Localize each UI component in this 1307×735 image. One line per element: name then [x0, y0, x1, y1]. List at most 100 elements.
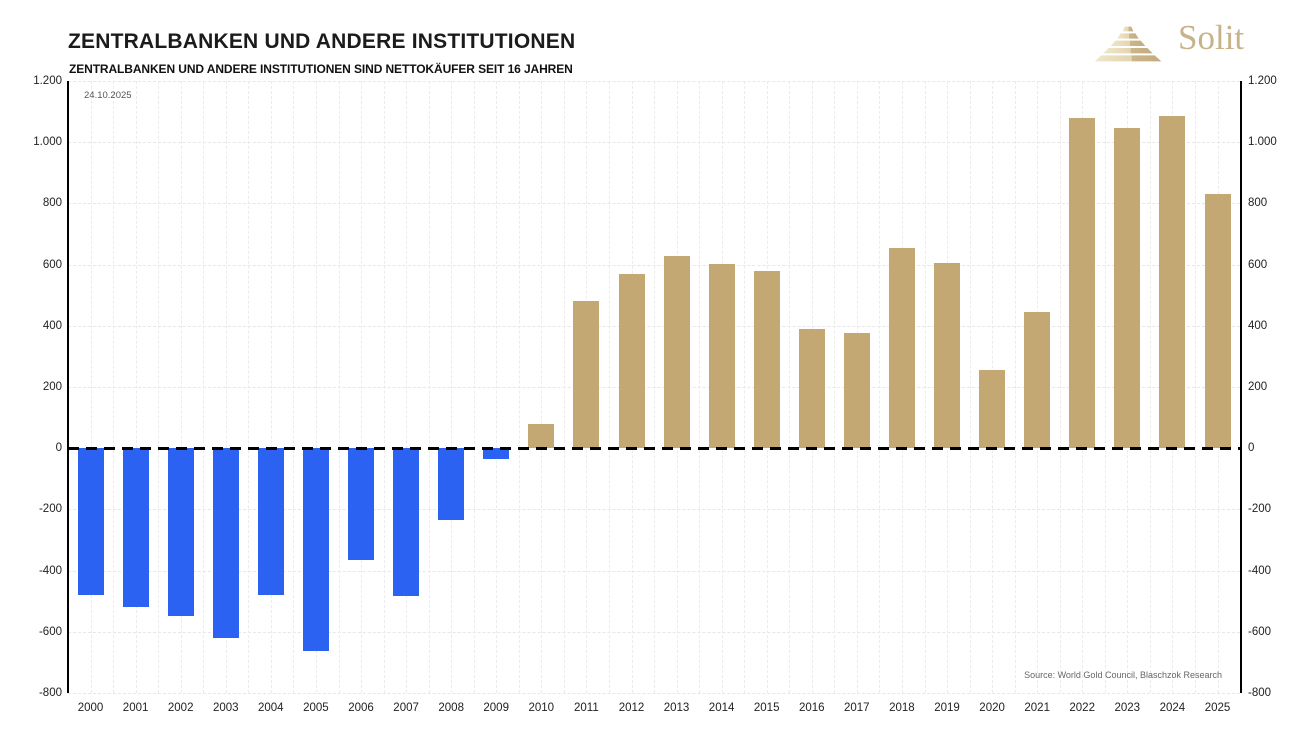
x-tick-label: 2023	[1114, 702, 1141, 714]
y-tick-label-left: 1.000	[33, 136, 62, 149]
v-gridline	[90, 81, 92, 693]
v-gridline	[608, 81, 610, 693]
logo-wordmark: Solit	[1178, 18, 1245, 57]
y-tick-label-left: 600	[42, 258, 62, 271]
x-tick-label: 2024	[1159, 702, 1186, 714]
v-gridline	[969, 81, 971, 693]
bar-2004	[257, 448, 284, 595]
x-tick-label: 2021	[1024, 702, 1050, 714]
bar-2011	[573, 301, 600, 449]
x-tick-label: 2006	[348, 702, 374, 714]
bar-2014	[708, 264, 735, 449]
x-tick-label: 2005	[303, 702, 329, 714]
v-gridline	[563, 81, 565, 693]
v-gridline	[158, 81, 160, 693]
v-gridline	[834, 81, 836, 693]
y-axis-left	[66, 81, 69, 693]
v-gridline	[1104, 81, 1106, 693]
bar-2009	[483, 448, 510, 459]
v-gridline	[654, 81, 655, 693]
x-tick-label: 2009	[483, 702, 509, 714]
v-gridline	[518, 81, 520, 693]
v-gridline	[113, 81, 115, 693]
v-gridline	[225, 81, 227, 693]
bar-2021	[1024, 311, 1051, 449]
v-gridline	[451, 81, 453, 693]
x-tick-label: 2018	[889, 702, 915, 714]
v-gridline	[203, 81, 205, 693]
v-gridline	[496, 81, 498, 693]
bar-2007	[393, 448, 420, 597]
y-tick-label-left: 800	[42, 197, 62, 210]
chart-subtitle: ZENTRALBANKEN UND ANDERE INSTITUTIONEN S…	[69, 62, 573, 76]
bar-2015	[753, 270, 780, 449]
x-tick-label: 2008	[438, 702, 464, 714]
v-gridline	[383, 81, 385, 693]
x-tick-label: 2013	[663, 702, 690, 714]
x-tick-label: 2011	[574, 702, 599, 714]
bar-2001	[122, 448, 149, 608]
y-tick-label-right: -800	[1248, 687, 1272, 699]
v-gridline	[428, 81, 430, 693]
y-tick-label-left: 400	[42, 319, 62, 332]
bar-2018	[888, 248, 915, 449]
bar-2002	[167, 448, 194, 616]
x-tick-label: 2016	[799, 702, 825, 714]
v-gridline	[406, 81, 408, 693]
v-gridline	[248, 81, 250, 693]
x-tick-label: 2025	[1204, 702, 1231, 714]
y-tick-label-left: 0	[55, 442, 62, 455]
y-tick-label-right: 0	[1248, 442, 1255, 455]
y-tick-label-right: 400	[1248, 319, 1268, 332]
v-gridline	[541, 81, 543, 693]
bar-2017	[843, 332, 870, 449]
v-gridline	[1059, 81, 1061, 693]
bar-2023	[1114, 127, 1141, 449]
x-tick-label: 2004	[258, 702, 284, 714]
bar-2013	[663, 255, 690, 449]
v-gridline	[180, 81, 182, 693]
v-gridline	[293, 81, 295, 693]
v-gridline	[879, 81, 881, 693]
v-gridline	[270, 81, 272, 693]
v-gridline	[1149, 81, 1151, 693]
v-gridline	[135, 81, 137, 693]
v-gridline	[924, 81, 926, 693]
bar-2022	[1069, 118, 1096, 449]
bar-2019	[934, 263, 960, 449]
v-gridline	[1014, 81, 1016, 693]
y-tick-label-right: 800	[1248, 197, 1268, 210]
y-tick-label-left: 200	[42, 381, 62, 393]
x-tick-label: 2014	[708, 702, 735, 714]
x-tick-label: 2007	[393, 702, 419, 714]
bar-2006	[348, 448, 374, 560]
y-tick-label-right: -400	[1248, 564, 1272, 577]
x-tick-label: 2022	[1069, 702, 1095, 714]
h-gridline	[68, 693, 1240, 694]
v-gridline	[1194, 81, 1196, 693]
y-axis-right	[1239, 81, 1242, 693]
v-gridline	[315, 81, 317, 693]
v-gridline	[361, 81, 362, 693]
y-tick-label-left: -800	[38, 687, 62, 699]
y-tick-label-left: -400	[38, 564, 62, 577]
bar-2012	[618, 274, 645, 449]
x-tick-label: 2015	[753, 702, 780, 714]
x-tick-label: 2017	[844, 702, 870, 714]
v-gridline	[473, 81, 475, 693]
v-gridline	[744, 81, 746, 693]
bar-2024	[1159, 115, 1186, 449]
bar-2020	[979, 370, 1006, 449]
x-tick-label: 2019	[934, 702, 960, 714]
y-tick-label-left: -200	[38, 503, 62, 516]
x-tick-label: 2010	[528, 702, 555, 714]
v-gridline	[789, 81, 791, 693]
y-tick-label-right: 600	[1248, 258, 1268, 271]
bar-2005	[302, 448, 329, 652]
y-tick-label-right: -600	[1248, 625, 1272, 638]
y-tick-label-right: -200	[1248, 503, 1272, 516]
y-tick-label-left: 1.200	[33, 75, 62, 87]
x-tick-label: 2001	[122, 702, 149, 714]
